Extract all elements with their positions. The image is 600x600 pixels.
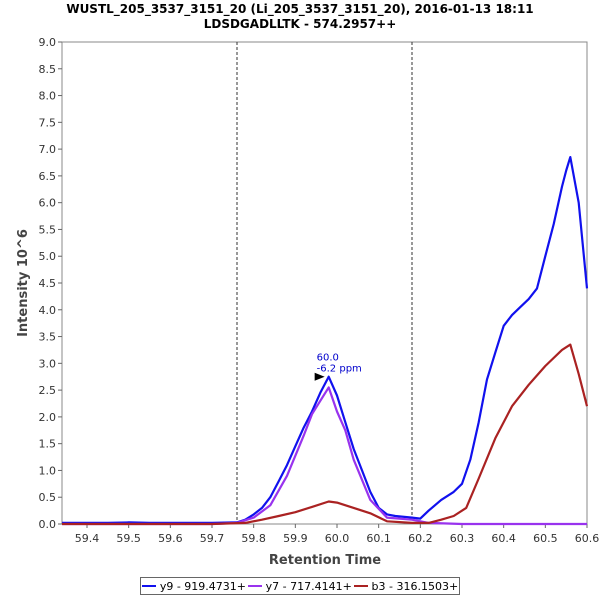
legend-swatch <box>141 585 156 587</box>
y-tick-label: 1.5 <box>39 438 57 451</box>
series-line-2 <box>62 343 589 526</box>
x-tick-label: 59.7 <box>200 532 225 545</box>
y-tick-label: 5.5 <box>39 223 57 236</box>
x-tick-label: 60.6 <box>575 532 600 545</box>
y-tick-label: 8.0 <box>39 90 57 103</box>
legend-item: y9 - 919.4731+ <box>141 579 247 593</box>
y-tick-label: 7.0 <box>39 143 57 156</box>
x-tick-label: 60.0 <box>325 532 350 545</box>
y-tick-label: 3.0 <box>39 357 57 370</box>
y-tick-label: 7.5 <box>39 116 57 129</box>
chart-subtitle: LDSDGADLLTK - 574.2957++ <box>204 17 397 31</box>
legend-label: y7 - 717.4141+ <box>265 579 352 593</box>
plot-area <box>61 41 588 525</box>
series-line-0 <box>62 156 589 525</box>
x-tick-label: 60.4 <box>491 532 516 545</box>
y-axis: 0.0 0.5 1.0 1.5 2.0 2.5 3.0 3.5 4.0 4.5 5.0 5.5 6.0 6… <box>39 36 62 531</box>
x-tick-label: 60.3 <box>450 532 475 545</box>
legend-item: y7 - 717.4141+ <box>247 579 352 593</box>
x-axis-label: Retention Time <box>269 553 381 568</box>
peak-annotation-ppm: -6.2 ppm <box>317 364 362 375</box>
y-tick-label: 6.0 <box>39 197 57 210</box>
chart-legend: y9 - 919.4731+ y7 - 717.4141+ b3 - 316.150… <box>140 577 460 595</box>
peak-boundaries <box>236 42 413 524</box>
peak-annotation: 60.0 -6.2 ppm <box>314 353 362 381</box>
peak-marker-icon <box>314 372 325 381</box>
y-tick-label: 1.0 <box>39 464 57 477</box>
peak-annotation-time: 60.0 <box>317 353 339 364</box>
x-tick-label: 59.6 <box>158 532 183 545</box>
y-tick-label: 6.5 <box>39 170 57 183</box>
y-tick-label: 2.0 <box>39 411 57 424</box>
legend-swatch <box>247 585 262 587</box>
y-axis-label: Intensity 10^6 <box>16 229 31 337</box>
x-tick-label: 59.9 <box>283 532 308 545</box>
x-tick-label: 59.4 <box>75 532 100 545</box>
x-tick-label: 60.1 <box>366 532 391 545</box>
legend-swatch <box>353 585 368 587</box>
legend-item: b3 - 316.1503+ <box>353 579 459 593</box>
x-tick-label: 60.2 <box>408 532 433 545</box>
y-tick-label: 0.0 <box>39 518 57 531</box>
y-tick-label: 3.5 <box>39 331 57 344</box>
chart-title: WUSTL_205_3537_3151_20 (Li_205_3537_3151… <box>66 2 533 17</box>
x-tick-label: 60.5 <box>533 532 558 545</box>
y-tick-label: 9.0 <box>39 36 57 49</box>
y-tick-label: 4.0 <box>39 304 57 317</box>
y-tick-label: 8.5 <box>39 63 57 76</box>
series-layer <box>62 156 589 526</box>
x-axis: 59.4 59.5 59.6 59.7 59.8 59.9 60.0 60.1 60.2 60.3… <box>75 524 600 545</box>
legend-label: y9 - 919.4731+ <box>159 579 247 593</box>
y-tick-label: 4.5 <box>39 277 57 290</box>
x-tick-label: 59.5 <box>116 532 141 545</box>
legend-label: b3 - 316.1503+ <box>371 579 459 593</box>
y-tick-label: 2.5 <box>39 384 57 397</box>
y-tick-label: 5.0 <box>39 250 57 263</box>
series-line-1 <box>62 386 587 526</box>
x-tick-label: 59.8 <box>241 532 266 545</box>
y-tick-label: 0.5 <box>39 491 57 504</box>
